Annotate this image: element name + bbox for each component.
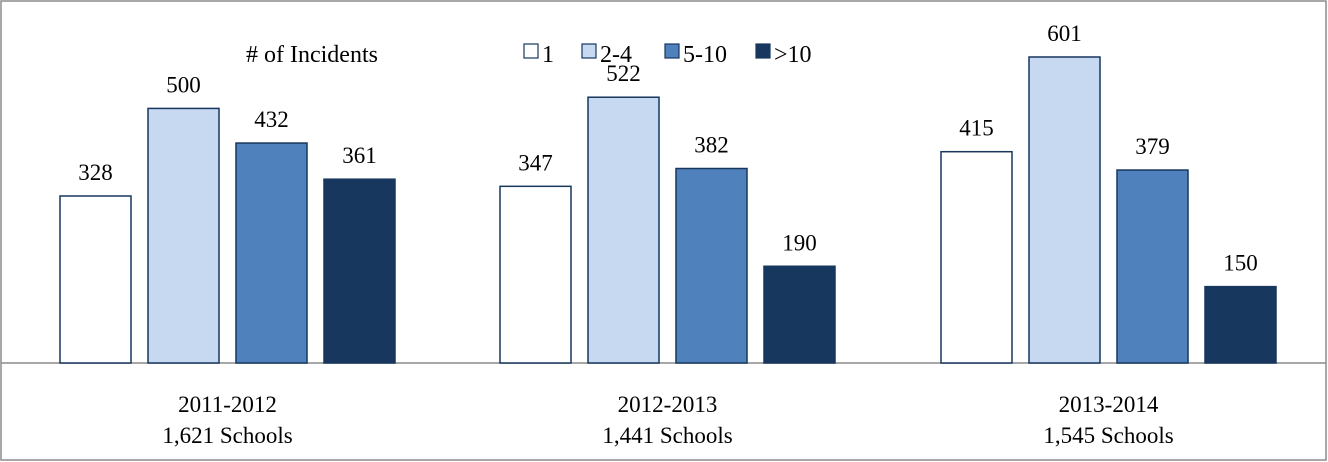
bar-2011-2012->10 — [323, 178, 396, 364]
legend-entry-1: 1 — [542, 42, 554, 68]
bar-2013-2014-5-10 — [1116, 169, 1189, 364]
x-tick-sublabel: 1,545 Schools — [1043, 423, 1173, 448]
legend-swatch->10 — [755, 43, 771, 59]
x-tick-sublabel: 1,441 Schools — [602, 423, 732, 448]
data-label-2012-2013-2-4: 522 — [606, 61, 641, 86]
data-label-2012-2013->10: 190 — [782, 230, 817, 255]
data-label-2012-2013-5-10: 382 — [694, 133, 729, 158]
data-label-2011-2012-2-4: 500 — [166, 72, 201, 97]
data-label-2012-2013-1: 347 — [518, 150, 553, 175]
data-label-2013-2014-1: 415 — [959, 116, 994, 141]
bar-2013-2014-2-4 — [1028, 56, 1101, 364]
legend-swatch-1 — [523, 43, 539, 59]
legend-entry->10: >10 — [774, 42, 812, 68]
data-label-2011-2012-5-10: 432 — [254, 107, 289, 132]
bar-2011-2012-1 — [59, 195, 132, 364]
legend-swatch-2-4 — [581, 43, 597, 59]
bar-2012-2013->10 — [763, 265, 836, 364]
bar-2013-2014-1 — [940, 150, 1013, 364]
data-label-2013-2014-2-4: 601 — [1047, 21, 1082, 46]
bar-2013-2014->10 — [1204, 285, 1277, 364]
x-tick-labels: 2011-2012 1,621 Schools 2012-2013 1,441 Sch… — [162, 392, 1173, 448]
value-labels: 328 500 432 361 347 522 382 190 415 601 379 150 — [78, 21, 1258, 276]
legend-entry-5-10: 5-10 — [683, 42, 727, 68]
legend-title: # of Incidents — [246, 42, 378, 68]
data-label-2011-2012-1: 328 — [78, 160, 113, 185]
legend-swatch-5-10 — [664, 43, 680, 59]
x-tick-label: 2013-2014 — [1059, 392, 1159, 417]
bar-2011-2012-5-10 — [235, 142, 308, 364]
data-label-2011-2012->10: 361 — [342, 143, 377, 168]
x-tick-sublabel: 1,621 Schools — [162, 423, 292, 448]
bar-2011-2012-2-4 — [147, 107, 220, 364]
x-tick-label: 2011-2012 — [178, 392, 277, 417]
x-tick-label: 2012-2013 — [618, 392, 718, 417]
bars — [59, 56, 1277, 364]
data-label-2013-2014-5-10: 379 — [1135, 134, 1170, 159]
bar-2012-2013-2-4 — [587, 96, 660, 364]
legend-entry-2-4: 2-4 — [600, 42, 632, 68]
bar-2012-2013-1 — [499, 185, 572, 364]
bar-2012-2013-5-10 — [675, 167, 748, 364]
data-label-2013-2014->10: 150 — [1223, 251, 1258, 276]
legend: # of Incidents 1 2-4 5-10 >10 — [246, 42, 812, 68]
